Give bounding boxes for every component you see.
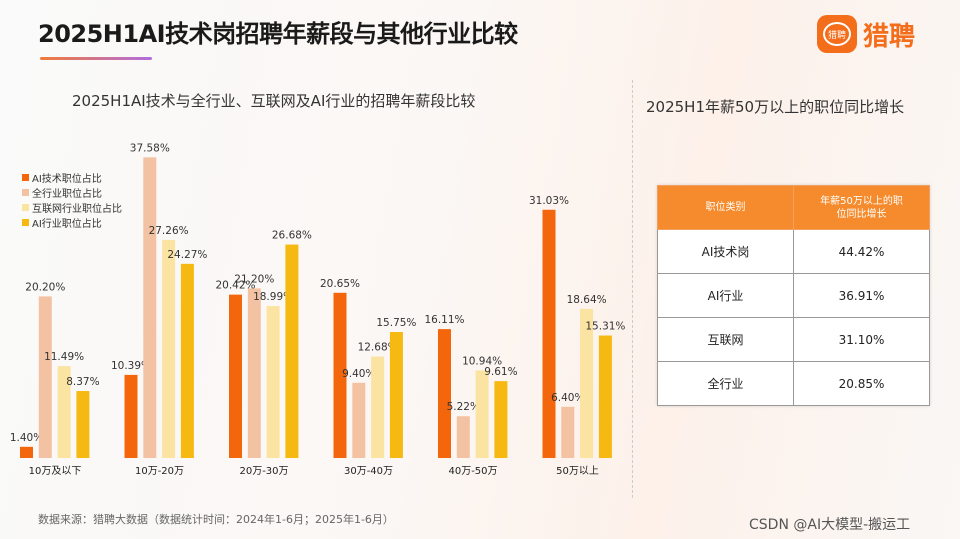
data-label: 20.65% [320,278,360,290]
data-label: 12.68% [358,342,398,354]
bar [561,406,575,458]
chart-legend: AI技术职位占比 全行业职位占比互联网行业职位占比 AI行业职位占比 [22,170,122,230]
value-cell: 44.42% [793,229,930,274]
table-row: AI技术岗 44.42% [657,229,930,274]
x-tick-label: 20万-30万 [239,466,288,477]
data-label: 5.22% [447,401,480,413]
legend-item: AI行业职位占比 [22,215,122,230]
x-tick-label: 50万以上 [556,465,599,477]
data-label: 27.26% [149,225,189,237]
data-label: 9.61% [484,366,517,378]
x-tick-label: 30万-40万 [344,466,393,477]
x-tick-label: 10万及以下 [29,465,82,477]
data-label: 18.99% [253,291,293,303]
logo-text: 猎聘 [863,21,916,52]
bar [143,157,157,459]
data-label: 20.20% [25,281,65,293]
category-cell: 全行业 [657,361,794,406]
data-source: 数据来源：猎聘大数据（数据统计时间：2024年1-6月；2025年1-6月） [38,513,394,526]
data-label: 31.03% [529,195,569,207]
category-cell: 互联网 [657,317,794,362]
bar [389,332,403,458]
logo-icon-text: 猎聘 [823,22,851,46]
bar [494,381,508,458]
bar [371,356,385,458]
data-label: 6.40% [551,392,584,404]
bar [598,335,612,458]
bar [247,288,261,458]
data-label: 11.49% [44,351,84,363]
legend-swatch [22,204,29,211]
legend-label: AI技术职位占比 [32,174,102,185]
bar [162,239,176,458]
title-underline [40,57,152,60]
chart-title: 2025H1AI技术与全行业、互联网及AI行业的招聘年薪段比较 [72,92,476,110]
bar [438,329,451,458]
data-label: 24.27% [167,249,207,261]
logo-icon: 猎聘 [817,15,857,53]
bar [180,263,194,458]
data-label: 1.40% [10,432,43,444]
data-label: 10.94% [462,355,502,367]
bar [229,294,242,458]
legend-label: 全行业职位占比 [32,189,102,200]
data-label: 18.64% [567,294,607,306]
data-label: 26.68% [272,230,312,242]
table-row: 全行业 20.85% [657,361,930,406]
legend-item: 互联网行业职位占比 [22,200,122,215]
x-tick-label: 10万-20万 [135,466,184,477]
bar-chart: 1.40% 20.20% 11.49% 8.37% 10万及以下 10.39% 37.58%… [10,142,626,477]
bar [580,308,594,458]
bar [57,366,71,458]
bar [333,292,347,458]
bar [352,382,366,458]
value-cell: 20.85% [793,361,930,406]
liepin-logo: 猎聘 猎聘 [817,15,915,53]
bar [38,296,52,458]
data-label: 9.40% [342,368,375,380]
watermark: CSDN @AI大模型-搬运工 [749,517,911,533]
table-header: 年薪50万以上的职位同比增长 [793,185,930,230]
bar [266,306,280,458]
table-row: 互联网 31.10% [657,317,930,362]
table-title: 2025H1年薪50万以上的职位同比增长 [646,98,905,116]
data-label: 20.42% [215,280,255,292]
bar [20,446,33,458]
legend-swatch [22,219,29,226]
x-tick-label: 40万-50万 [448,466,497,477]
page-title: 2025H1AI技术岗招聘年薪段与其他行业比较 [38,20,518,48]
data-label: 10.39% [111,360,151,372]
value-cell: 36.91% [793,273,930,318]
divider [632,80,633,498]
category-cell: AI技术岗 [657,229,794,274]
data-label: 16.11% [424,314,464,326]
table-row: AI行业 36.91% [657,273,930,318]
data-label: 21.20% [234,273,274,285]
bar [456,416,470,458]
growth-table: 职位类别 年薪50万以上的职位同比增长 AI技术岗 44.42% AI行业 36.9… [657,185,930,406]
legend-label: 互联网行业职位占比 [32,204,122,215]
legend-swatch [22,189,29,196]
legend-item: AI技术职位占比 [22,170,122,185]
category-cell: AI行业 [657,273,794,318]
bar [124,374,138,458]
bar [475,370,489,458]
data-label: 8.37% [66,376,99,388]
data-label: 15.31% [585,321,625,333]
legend-item: 全行业职位占比 [22,185,122,200]
table-header: 职位类别 [657,185,794,230]
bar [285,244,299,458]
legend-swatch [22,174,29,181]
legend-label: AI行业职位占比 [32,219,102,230]
data-label: 15.75% [376,317,416,329]
value-cell: 31.10% [793,317,930,362]
bar [76,391,90,458]
bar [542,209,556,458]
data-label: 37.58% [130,142,170,154]
